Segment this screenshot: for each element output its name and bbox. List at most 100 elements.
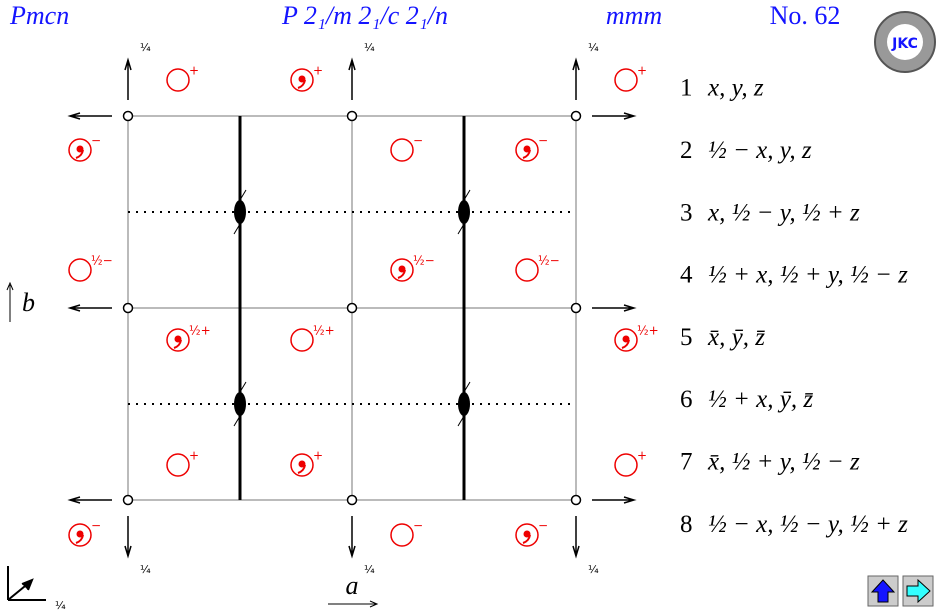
symbol-label: −: [538, 134, 548, 148]
comma-tail: [397, 269, 406, 279]
position-circle: [68, 523, 92, 547]
corner-head: [21, 578, 34, 591]
symbol-label: −: [413, 134, 423, 148]
inversion-centre: [122, 110, 134, 122]
logo-text: JKC: [891, 36, 918, 52]
position-circle: [290, 453, 314, 477]
position-circle: [614, 328, 638, 352]
screw-arrow: [67, 496, 112, 504]
position-number: 5: [680, 324, 693, 351]
symbol-label: +: [313, 64, 323, 78]
comma-tail: [173, 339, 182, 349]
comma-tail: [75, 534, 84, 544]
position-coords: x̄, ȳ, z̄: [707, 324, 766, 351]
comma-dot: [523, 145, 531, 153]
screw-tail: [233, 189, 247, 235]
comma-dot: [76, 530, 84, 538]
screw-arrow: [124, 516, 132, 559]
comma-tail: [75, 149, 84, 159]
position-number: 1: [680, 75, 693, 102]
logo-inner: [887, 24, 923, 60]
inversion-centre: [346, 110, 358, 122]
symbol-label: ½+: [637, 324, 659, 338]
position-circle: [68, 258, 92, 282]
comma-tail: [522, 534, 531, 544]
symbol-label: +: [189, 449, 199, 463]
screw-arrow: [67, 304, 112, 312]
full-symbol: P 2₁/m 2₁/c 2₁/n: [281, 1, 448, 30]
position-circle: [166, 453, 190, 477]
position-coords: ½ + x, ȳ, z̄: [708, 386, 814, 413]
inversion-centre: [570, 110, 582, 122]
symbol-label: ½−: [538, 254, 560, 268]
comma-dot: [174, 335, 182, 343]
quarter-label: ¼: [588, 41, 599, 54]
position-coords: x̄, ½ + y, ½ − z: [707, 449, 860, 476]
screw-tail: [457, 189, 471, 235]
symbol-label: ½−: [413, 254, 435, 268]
symbol-label: −: [91, 134, 101, 148]
comma-dot: [298, 460, 306, 468]
symbol-label: −: [538, 519, 548, 533]
screw-axis: [458, 200, 470, 224]
symbol-label: −: [413, 519, 423, 533]
position-circle: [290, 68, 314, 92]
screw-arrow: [592, 112, 637, 120]
symbol-label: ½−: [91, 254, 113, 268]
position-circle: [614, 453, 638, 477]
logo: JKC: [874, 11, 936, 73]
position-circle: [390, 523, 414, 547]
next-arrow[interactable]: [906, 578, 931, 604]
comma-dot: [76, 145, 84, 153]
position-circle: [390, 258, 414, 282]
nav: [867, 575, 934, 607]
screw-arrow: [67, 112, 112, 120]
point-group: mmm: [606, 1, 662, 30]
axis-a-label: a: [346, 571, 359, 600]
position-number: 6: [680, 386, 693, 413]
position-circle: [68, 138, 92, 162]
screw-arrow: [592, 304, 637, 312]
quarter-label: ¼: [55, 599, 66, 612]
position-circle: [515, 138, 539, 162]
symbol-label: +: [637, 449, 647, 463]
position-circle: [166, 68, 190, 92]
comma-dot: [523, 530, 531, 538]
comma-tail: [297, 79, 306, 89]
axis-b-head: [6, 281, 14, 291]
position-circle: [614, 68, 638, 92]
position-number: 2: [680, 137, 693, 164]
comma-tail: [621, 339, 630, 349]
inversion-centre: [346, 302, 358, 314]
comma-dot: [398, 265, 406, 273]
comma-dot: [622, 335, 630, 343]
comma-tail: [522, 149, 531, 159]
corner-axes: [7, 566, 46, 601]
screw-arrow: [124, 57, 132, 100]
symbol-label: ½+: [313, 324, 335, 338]
inversion-centre: [122, 494, 134, 506]
position-circle: [390, 138, 414, 162]
quarter-label: ¼: [588, 563, 599, 576]
position-circle: [290, 328, 314, 352]
screw-axis: [458, 392, 470, 416]
position-coords: ½ − x, y, z: [708, 137, 812, 164]
up-arrow[interactable]: [870, 579, 896, 603]
inversion-centre: [122, 302, 134, 314]
screw-axis: [234, 200, 246, 224]
position-number: 3: [680, 199, 693, 226]
symbol-label: +: [313, 449, 323, 463]
axis-b-label: b: [22, 288, 35, 317]
screw-arrow: [592, 496, 637, 504]
comma-tail: [297, 464, 306, 474]
screw-tail: [233, 381, 247, 427]
position-coords: x, ½ − y, ½ + z: [707, 199, 860, 226]
screw-arrow: [348, 516, 356, 559]
symbol-label: +: [637, 64, 647, 78]
position-number: 4: [680, 262, 693, 289]
screw-tail: [457, 381, 471, 427]
position-circle: [515, 523, 539, 547]
screw-arrow: [348, 57, 356, 100]
screw-axis: [234, 392, 246, 416]
quarter-label: ¼: [140, 563, 151, 576]
